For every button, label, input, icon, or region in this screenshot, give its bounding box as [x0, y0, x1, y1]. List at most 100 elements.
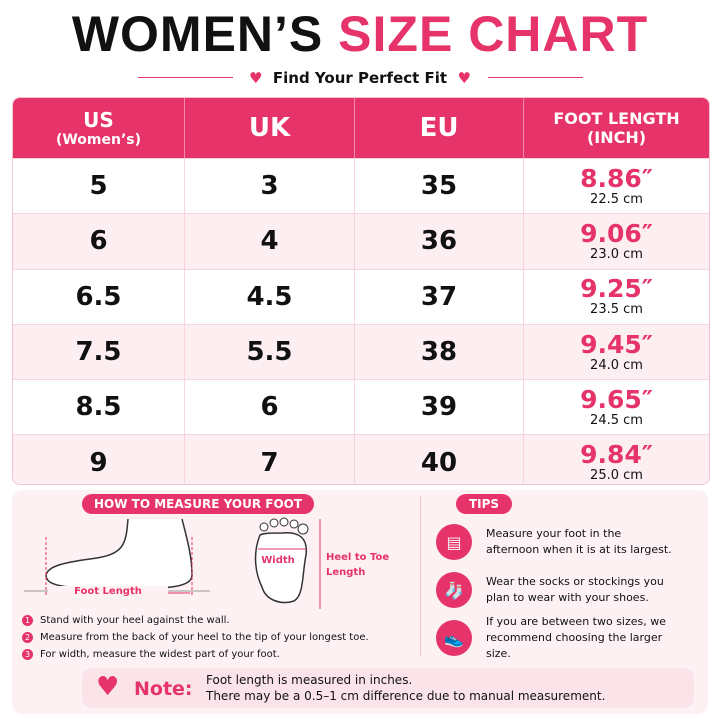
- step-number: 1: [22, 615, 33, 626]
- size-value: 35: [420, 171, 458, 202]
- cell: 3: [184, 159, 354, 214]
- step-number: 3: [22, 649, 33, 660]
- tip-icon: ▤: [436, 524, 472, 560]
- inch-value: 9.06″: [580, 218, 653, 248]
- inch-value: 8.86″: [580, 163, 653, 193]
- divider: [420, 496, 421, 656]
- cell: 9.25″ 23.5 cm: [523, 269, 709, 324]
- note-line: There may be a 0.5–1 cm difference due t…: [206, 689, 606, 703]
- header-label: FOOT LENGTH: [553, 109, 680, 128]
- step: 3 For width, measure the widest part of y…: [22, 646, 418, 663]
- tips-title: TIPS: [456, 494, 512, 514]
- subtitle: Find Your Perfect Fit: [272, 69, 448, 87]
- foot-length-label: Foot Length: [48, 586, 168, 597]
- cm-value: 22.5 cm: [590, 191, 643, 207]
- inch-value: 9.45″: [580, 329, 653, 359]
- note-text: Foot length is measured in inches. There …: [206, 672, 605, 704]
- size-value: 6: [89, 226, 108, 257]
- cell: 37: [354, 269, 523, 324]
- cm-value: 23.0 cm: [590, 246, 643, 262]
- note-box: [82, 668, 694, 708]
- step-text: For width, measure the widest part of yo…: [40, 649, 280, 660]
- cell: 6.5: [13, 270, 184, 324]
- table-row: 9 7 40 9.84″ 25.0 cm: [13, 434, 709, 484]
- size-value: 37: [420, 281, 458, 312]
- tip-icon: 🧦: [436, 572, 472, 608]
- header-cell: UK: [184, 98, 354, 158]
- inch-value: 9.84″: [580, 440, 653, 470]
- size-value: 38: [420, 337, 458, 368]
- size-value: 9: [89, 447, 108, 478]
- divider: [138, 77, 233, 78]
- header-sublabel: (INCH): [586, 128, 647, 147]
- cell: 9.65″ 24.5 cm: [523, 380, 709, 435]
- size-value: 40: [420, 447, 458, 478]
- cm-value: 24.0 cm: [590, 357, 643, 373]
- cell: 9.06″ 23.0 cm: [523, 214, 709, 269]
- header-label: EU: [419, 113, 459, 143]
- size-value: 4.5: [246, 281, 293, 312]
- cell: 8.86″ 22.5 cm: [523, 159, 709, 214]
- cell: 4.5: [184, 269, 354, 324]
- size-value: 5.5: [246, 337, 293, 368]
- title-black: WOMEN’S: [71, 6, 324, 62]
- step: 1 Stand with your heel against the wall.: [22, 612, 418, 629]
- cell: 38: [354, 324, 523, 380]
- step-text: Stand with your heel against the wall.: [40, 615, 230, 626]
- header-sublabel: (Women’s): [55, 132, 142, 148]
- subtitle-row: ♥ Find Your Perfect Fit ♥: [230, 66, 490, 90]
- measure-title: HOW TO MEASURE YOUR FOOT: [82, 494, 314, 514]
- size-value: 7: [260, 447, 279, 478]
- header-label: UK: [248, 113, 291, 143]
- cm-value: 23.5 cm: [590, 302, 643, 318]
- size-value: 5: [89, 171, 108, 202]
- heart-icon: ♥: [96, 672, 120, 702]
- table-row: 7.5 5.5 38 9.45″ 24.0 cm: [13, 323, 709, 380]
- tip-text: Measure your foot in the afternoon when …: [486, 527, 672, 556]
- cell: 39: [354, 380, 523, 435]
- table-row: 6 4 36 9.06″ 23.0 cm: [13, 213, 709, 269]
- title: WOMEN’S SIZE CHART: [0, 4, 720, 64]
- cm-value: 24.5 cm: [590, 412, 643, 428]
- tip-text: Wear the socks or stockings you plan to …: [486, 575, 664, 604]
- step-text: Measure from the back of your heel to th…: [40, 632, 369, 643]
- table-row: 5 3 35 8.86″ 22.5 cm: [13, 158, 709, 214]
- cell: 40: [354, 435, 523, 484]
- cell: 6: [13, 214, 184, 268]
- cell: 7: [184, 435, 354, 484]
- size-value: 36: [420, 226, 458, 257]
- cell: 4: [184, 214, 354, 269]
- size-value: 8.5: [75, 392, 122, 423]
- cell: 6: [184, 380, 354, 435]
- size-value: 39: [420, 392, 458, 423]
- size-value: 6: [260, 392, 279, 423]
- foot-diagrams: [24, 517, 321, 609]
- size-value: 3: [260, 171, 279, 202]
- cm-value: 25.0 cm: [590, 468, 643, 484]
- cell: 9.45″ 24.0 cm: [523, 324, 709, 380]
- header-label: US: [83, 108, 114, 132]
- table-header: US (Women’s) UK EU FOOT LENGTH (INCH): [13, 98, 709, 158]
- divider: [488, 77, 583, 78]
- cell: 9: [13, 435, 184, 484]
- header-cell: US (Women’s): [13, 98, 184, 158]
- cell: 9.84″ 25.0 cm: [523, 435, 709, 484]
- inch-value: 9.65″: [580, 384, 653, 414]
- note-line: Foot length is measured in inches.: [206, 673, 413, 687]
- table-row: 8.5 6 39 9.65″ 24.5 cm: [13, 379, 709, 435]
- step: 2 Measure from the back of your heel to t…: [22, 629, 418, 646]
- heart-icon: ♥: [248, 69, 273, 87]
- tip-text: If you are between two sizes, we recomme…: [486, 615, 667, 660]
- size-value: 4: [260, 226, 279, 257]
- cell: 36: [354, 214, 523, 269]
- inch-value: 9.25″: [580, 274, 653, 304]
- header-cell: FOOT LENGTH (INCH): [523, 98, 709, 158]
- cell: 35: [354, 159, 523, 214]
- table-row: 6.5 4.5 37 9.25″ 23.5 cm: [13, 268, 709, 324]
- size-table: US (Women’s) UK EU FOOT LENGTH (INCH) 5 3 35 8.86…: [12, 97, 710, 485]
- tip: 👟 If you are between two sizes, we recomm…: [436, 614, 706, 662]
- title-pink: SIZE CHART: [338, 6, 649, 62]
- steps: 1 Stand with your heel against the wall. 2…: [22, 612, 418, 663]
- size-value: 7.5: [75, 337, 122, 368]
